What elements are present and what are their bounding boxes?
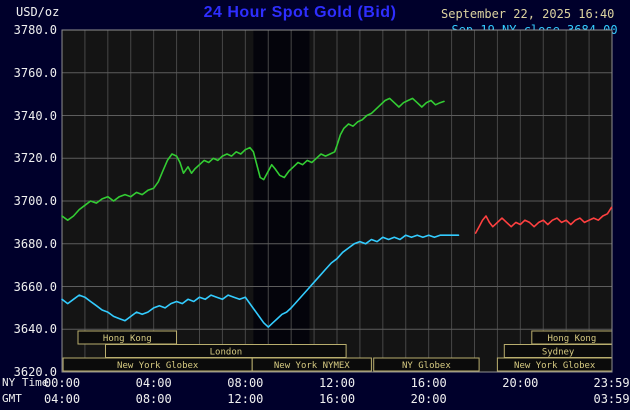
y-tick-label: 3740.0 <box>13 108 57 123</box>
x-tick-gmt: 08:00 <box>135 392 172 406</box>
ny-time-axis-label: NY Time <box>2 376 49 389</box>
x-tick-gmt: 12:00 <box>227 392 264 406</box>
x-tick-ny: 12:00 <box>318 376 356 390</box>
units-label: USD/oz <box>16 5 60 19</box>
y-tick-label: 3780.0 <box>13 23 57 37</box>
x-tick-gmt: 20:00 <box>410 392 447 406</box>
session-label: NY Globex <box>402 361 451 371</box>
plot-border <box>61 29 613 373</box>
y-tick-label: 3640.0 <box>13 322 57 337</box>
session-label: Sydney <box>542 348 575 358</box>
x-tick-ny: 04:00 <box>135 376 172 390</box>
x-tick-ny: 23:59 <box>593 376 630 390</box>
x-tick-gmt: 16:00 <box>318 392 356 406</box>
y-tick-label: 3680.0 <box>13 236 57 251</box>
series-line-sep19 <box>61 234 460 328</box>
y-tick-label: 3700.0 <box>13 194 57 208</box>
x-tick-ny: 08:00 <box>227 376 264 390</box>
x-tick-ny: 20:00 <box>502 376 539 390</box>
y-tick-label: 3760.0 <box>13 65 57 80</box>
y-tick-label: 3660.0 <box>13 279 57 294</box>
series-line-sep21 <box>474 206 613 234</box>
x-tick-ny: 16:00 <box>410 376 447 390</box>
series-line-sep22 <box>61 97 445 221</box>
session-label: Hong Kong <box>103 334 152 344</box>
x-tick-gmt: 03:59 <box>593 392 630 406</box>
session-label: London <box>210 348 243 358</box>
gmt-axis-label: GMT <box>2 392 22 405</box>
y-tick-label: 3620.0 <box>13 365 57 379</box>
chart-title: 24 Hour Spot Gold (Bid) <box>203 4 397 21</box>
session-box <box>251 357 372 372</box>
session-label: New York NYMEX <box>274 361 350 371</box>
session-box <box>373 357 480 372</box>
x-tick-gmt: 04:00 <box>43 392 81 406</box>
session-label: New York Globex <box>514 361 596 371</box>
x-tick-ny: 00:00 <box>43 376 81 390</box>
datetime-label: September 22, 2025 16:40 <box>441 7 615 21</box>
session-label: Hong Kong <box>548 334 597 344</box>
session-label: New York Globex <box>117 361 199 371</box>
y-tick-label: 3720.0 <box>13 151 57 166</box>
